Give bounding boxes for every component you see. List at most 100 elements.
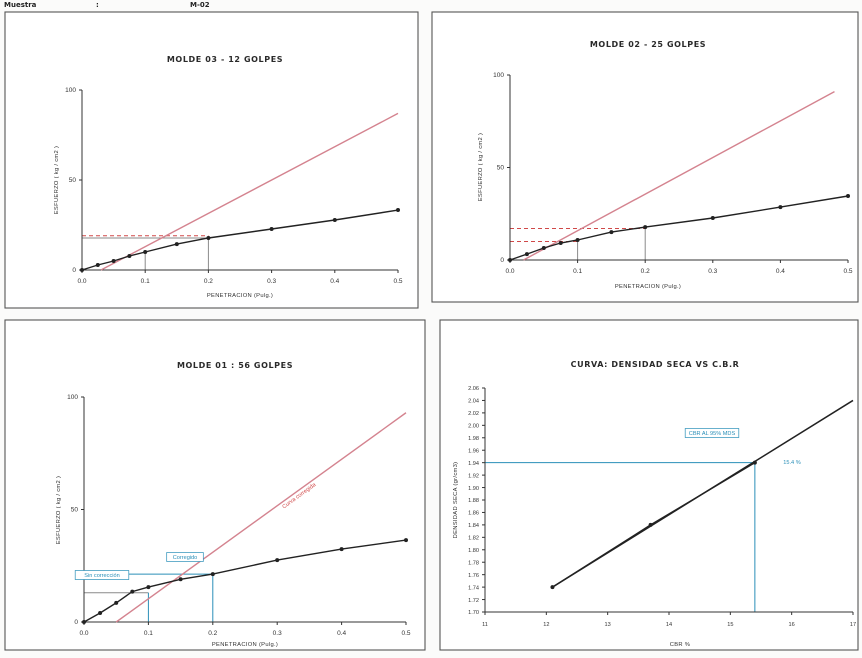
- x-tick-label: 0.0: [79, 630, 88, 637]
- x-tick-label: 17: [850, 622, 856, 628]
- data-point: [710, 216, 715, 221]
- chart-title: MOLDE 01 : 56 GOLPES: [177, 361, 293, 370]
- series-line: [81, 209, 399, 271]
- data-point: [541, 245, 546, 250]
- y-tick-label: 1.84: [468, 523, 479, 529]
- annotation-box: [166, 552, 204, 562]
- x-axis-label: PENETRACION (Pulg.): [615, 284, 681, 290]
- x-tick-label: 0.1: [573, 268, 582, 275]
- x-tick-label: 0.5: [393, 278, 402, 285]
- sample-label: Muestra: [4, 1, 37, 9]
- data-point: [550, 585, 555, 590]
- chart-panel-border: [439, 319, 859, 651]
- data-point: [275, 558, 280, 563]
- data-point: [143, 250, 148, 254]
- x-tick-label: 0.5: [401, 630, 410, 637]
- x-tick-label: 0.4: [337, 630, 346, 637]
- y-tick-label: 1.94: [468, 461, 479, 467]
- y-axis-label: ESFUERZO ( kg / cm2 ): [54, 146, 60, 214]
- data-point: [778, 205, 783, 210]
- data-point: [648, 522, 653, 527]
- data-point: [575, 238, 580, 243]
- x-tick-label: 0.3: [267, 278, 276, 285]
- data-point: [127, 253, 132, 258]
- y-tick-label: 50: [71, 507, 79, 514]
- y-tick-label: 1.72: [468, 598, 479, 604]
- y-tick-label: 50: [497, 165, 505, 172]
- y-tick-label: 2.06: [468, 386, 479, 392]
- x-tick-label: 12: [543, 622, 549, 628]
- y-tick-label: 2.04: [468, 399, 479, 405]
- chart-panel-border: [4, 11, 419, 309]
- sample-value: M-02: [190, 1, 210, 9]
- data-point: [130, 589, 135, 594]
- tangent-line: [100, 112, 399, 271]
- y-tick-label: 1.88: [468, 498, 479, 504]
- tangent-line: [115, 412, 407, 623]
- chart-panel-border: [4, 319, 426, 651]
- chart-title: MOLDE 02 - 25 GOLPES: [590, 40, 706, 49]
- x-tick-label: 16: [789, 622, 795, 628]
- x-axis-label: CBR %: [670, 642, 691, 648]
- data-point: [558, 240, 563, 245]
- y-tick-label: 1.76: [468, 573, 479, 579]
- data-point: [752, 460, 757, 465]
- x-tick-label: 0.4: [776, 268, 785, 275]
- y-axis-label: DENSIDAD SECA (gr/cm3): [453, 462, 459, 539]
- x-tick-label: 0.1: [144, 630, 153, 637]
- x-tick-label: 15: [727, 622, 733, 628]
- y-tick-label: 0: [72, 267, 76, 274]
- sample-colon: :: [96, 1, 99, 9]
- chart-4: CURVA: DENSIDAD SECA VS C.B.R 11 12 13 14 15 1…: [439, 319, 859, 651]
- data-point: [269, 226, 274, 231]
- y-tick-label: 100: [493, 72, 504, 79]
- data-point: [98, 611, 103, 615]
- x-axis-label: PENETRACION (Pulg.): [207, 293, 273, 299]
- data-point: [396, 208, 400, 213]
- data-point: [339, 547, 344, 552]
- chart-title: MOLDE 03 - 12 GOLPES: [167, 55, 283, 64]
- data-point: [178, 577, 183, 582]
- x-tick-label: 0.1: [141, 278, 150, 285]
- data-point: [82, 620, 86, 624]
- annotation-box: [684, 428, 740, 438]
- chart-3: MOLDE 01 : 56 GOLPES 0.0 0.1 0.2 0.3 0.4 0.5 0 5…: [4, 319, 426, 651]
- data-point: [210, 572, 215, 577]
- y-tick-label: 100: [67, 394, 78, 401]
- y-tick-label: 1.96: [468, 448, 479, 454]
- x-tick-label: 13: [605, 622, 611, 628]
- x-tick-label: 0.2: [641, 268, 650, 275]
- x-axis-label: PENETRACION (Pulg.): [212, 642, 278, 648]
- data-point: [404, 538, 408, 543]
- y-tick-label: 1.90: [468, 486, 479, 492]
- y-tick-label: 0: [500, 257, 504, 264]
- tangent-line: [523, 91, 835, 261]
- y-tick-label: 1.82: [468, 536, 479, 542]
- x-tick-label: 0.3: [708, 268, 717, 275]
- y-tick-label: 1.78: [468, 560, 479, 566]
- y-tick-label: 0: [74, 619, 78, 626]
- chart-title: CURVA: DENSIDAD SECA VS C.B.R: [571, 360, 740, 369]
- data-point: [643, 225, 648, 230]
- y-tick-label: 1.70: [468, 610, 479, 616]
- y-tick-label: 1.80: [468, 548, 479, 554]
- y-axis-label: ESFUERZO ( kg / cm2 ): [56, 476, 62, 544]
- chart-1: MOLDE 03 - 12 GOLPES 0.0 0.1 0.2 0.3 0.4 0.5 0 5…: [4, 11, 419, 309]
- data-point: [524, 252, 529, 257]
- y-tick-label: 50: [69, 177, 77, 184]
- x-tick-label: 0.5: [843, 268, 852, 275]
- y-tick-label: 2.00: [468, 424, 479, 430]
- y-tick-label: 1.74: [468, 585, 479, 591]
- data-point: [95, 262, 100, 267]
- data-point: [146, 585, 151, 590]
- y-tick-label: 1.92: [468, 473, 479, 479]
- data-point: [114, 600, 119, 605]
- x-tick-label: 0.0: [77, 278, 86, 285]
- y-tick-label: 2.02: [468, 411, 479, 417]
- y-tick-label: 1.98: [468, 436, 479, 442]
- y-axis-label: ESFUERZO ( kg / cm2 ): [478, 133, 484, 201]
- annotation-label: Corregido: [173, 555, 198, 561]
- series-line: [83, 539, 407, 623]
- x-tick-label: 14: [666, 622, 672, 628]
